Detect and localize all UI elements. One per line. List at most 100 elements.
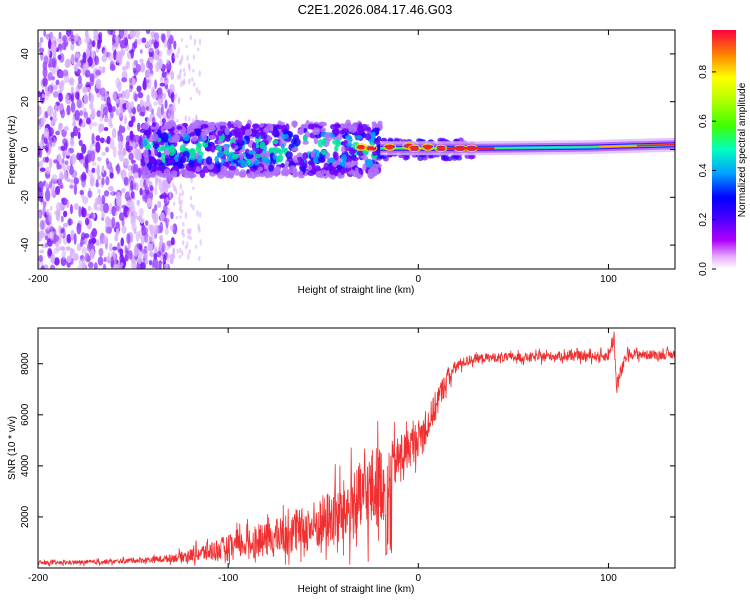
spectrogram-cell [136, 103, 142, 113]
spectrogram-cell [97, 39, 101, 50]
spectrogram-cell [38, 255, 43, 263]
spectrogram-y-tick-label: -20 [20, 190, 31, 205]
spectrogram-cell [239, 169, 247, 178]
spectrogram-cell [138, 243, 143, 250]
spectrogram-cell [119, 49, 124, 59]
spectrogram-cell [107, 30, 114, 36]
spectrogram-cell [128, 81, 133, 93]
spectrogram-cell [48, 212, 53, 223]
spectrogram-cell [293, 137, 301, 147]
spectrogram-x-label: Height of straight line (km) [298, 285, 415, 296]
spectrogram-cell [130, 159, 136, 164]
spectrogram-cell [56, 36, 63, 44]
spectrogram-cell [152, 212, 159, 224]
spectrogram-cell [89, 174, 96, 185]
spectrogram-cell [176, 248, 179, 254]
colorbar-tick-label: 0.2 [698, 212, 709, 226]
spectrogram-cell [199, 238, 202, 246]
spectrogram-cell [148, 243, 154, 252]
spectrogram-cell [57, 123, 63, 133]
spectrogram-cell [193, 82, 196, 87]
spectrogram-cell [72, 253, 79, 261]
spectrogram-cell [154, 247, 158, 254]
spectrogram-cell [268, 164, 274, 172]
spectrogram-cell [123, 158, 130, 167]
spectrogram-cell [159, 221, 164, 234]
spectrogram-cell [233, 154, 240, 159]
spectrogram-cell [302, 140, 309, 145]
spectrogram-cell [107, 252, 111, 262]
spectrogram-cell [118, 212, 125, 221]
spectrogram-cell [105, 176, 110, 186]
spectrogram-cell [48, 57, 55, 68]
spectrogram-cell [162, 203, 168, 216]
spectrogram-cell [148, 62, 153, 71]
spectrogram-cell [169, 36, 174, 45]
spectrogram-x-tick-label: 100 [600, 274, 617, 285]
spectrogram-cell [53, 84, 58, 91]
spectrogram-cell [188, 173, 197, 178]
spectrogram-cell [68, 218, 72, 226]
spectrogram-cell [124, 37, 129, 46]
spectrogram-cell [52, 91, 59, 98]
spectrogram-cell [46, 208, 50, 216]
spectrogram-cell [63, 141, 68, 152]
spectrogram-cell [69, 138, 75, 147]
spectrogram-cell [84, 37, 90, 45]
spectrogram-cell [119, 134, 124, 142]
spectrogram-cell [103, 202, 109, 214]
spectrogram-cell [131, 106, 136, 115]
spectrogram-cell [151, 122, 157, 128]
spectrogram-cell [79, 189, 84, 196]
spectrogram-cell [175, 215, 179, 220]
spectrogram-cell [57, 72, 62, 78]
spectrogram-cell [58, 164, 62, 170]
spectrogram-cell [179, 70, 182, 75]
spectrogram-cell [358, 125, 365, 133]
spectrogram-cell [84, 236, 88, 246]
spectrogram-cell [341, 145, 346, 153]
spectrogram-cell [154, 204, 158, 212]
spectrogram-cell [170, 48, 173, 55]
spectrogram-cell [140, 62, 146, 73]
spectrogram-cell [173, 95, 176, 101]
spectrogram-cell [125, 196, 132, 203]
spectrogram-cell [172, 247, 176, 253]
spectrogram-cell [100, 95, 105, 101]
spectrogram-cell [214, 155, 219, 163]
spectrogram-cell [87, 190, 93, 198]
spectrogram-cell [74, 57, 79, 62]
spectrogram-cell [110, 256, 115, 268]
spectrogram-cell [43, 55, 49, 66]
spectrogram-cell [172, 254, 175, 260]
spectrogram-cell [151, 165, 157, 172]
spectrogram-cell [205, 156, 213, 165]
spectrogram-cell [76, 152, 81, 160]
spectrogram-cell [346, 161, 352, 169]
spectrogram-cell [84, 252, 90, 263]
spectrogram-cell [166, 78, 170, 83]
spectrogram-cell [158, 259, 162, 269]
spectrogram-cell [179, 168, 188, 176]
spectrogram-cell [271, 130, 278, 136]
spectrogram-cell [255, 131, 260, 139]
spectrogram-cell [168, 105, 171, 112]
snr-x-label: Height of straight line (km) [298, 584, 415, 595]
spectrogram-cell [197, 223, 200, 231]
spectrogram-cell [81, 143, 87, 154]
spectrogram-cell [166, 240, 173, 247]
spectrogram-cell [172, 201, 176, 206]
spectrogram-cell [216, 171, 225, 179]
spectrogram-cell [81, 246, 87, 255]
spectrogram-cell [110, 189, 114, 197]
colorbar-tick-label: 0.0 [698, 262, 709, 276]
spectrogram-cell [90, 108, 96, 120]
spectrogram-y-tick-label: 40 [20, 48, 31, 60]
spectrogram-cell [40, 196, 44, 203]
spectrogram-cell [70, 38, 75, 45]
spectrogram-cell [44, 182, 49, 189]
spectrogram-cell [402, 155, 409, 161]
spectrogram-cell [164, 227, 169, 235]
spectrogram-cell [159, 235, 163, 241]
